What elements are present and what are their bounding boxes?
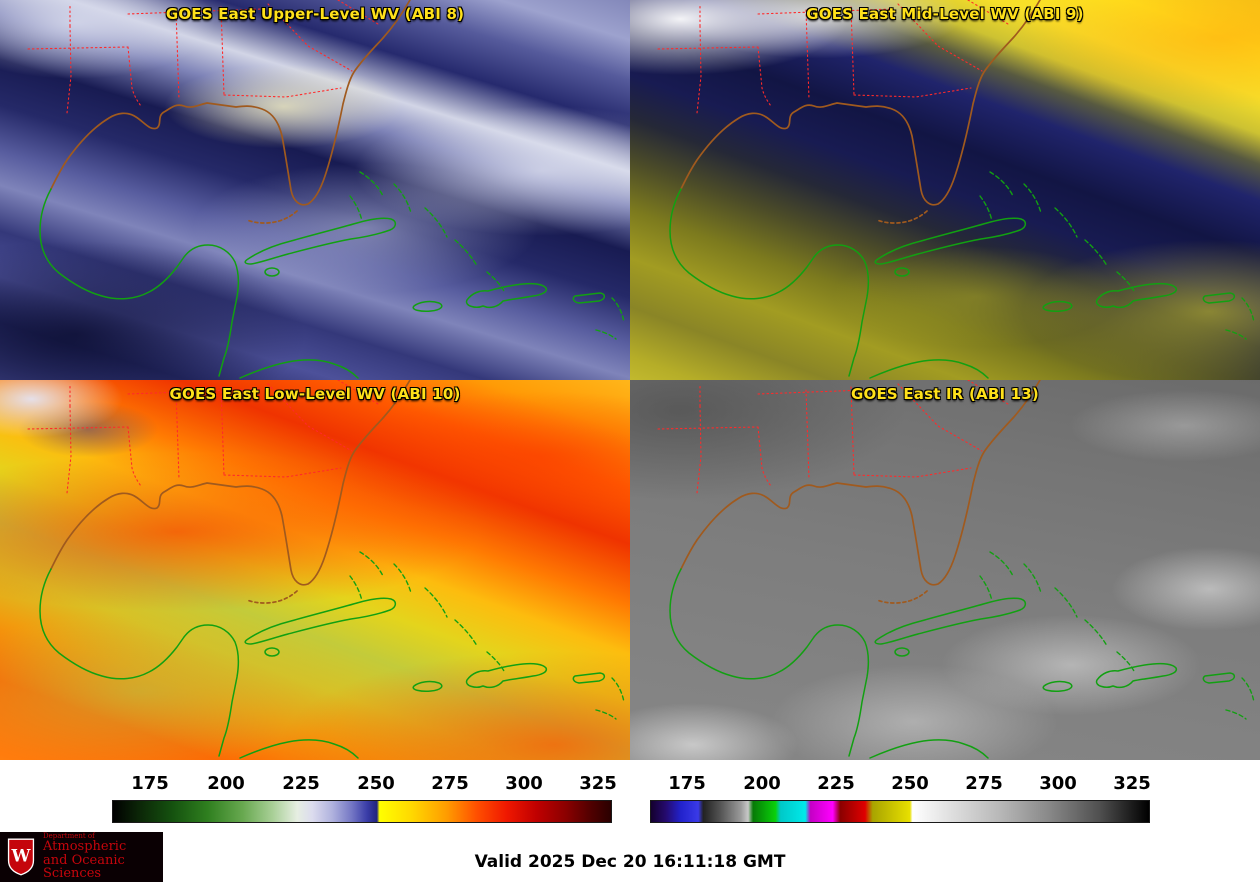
colorbar-tick-label: 175 (131, 773, 169, 794)
panel-low-level-wv: GOES East Low-Level WV (ABI 10) (0, 380, 630, 760)
colorbar-tick-label: 225 (282, 773, 320, 794)
colorbar-section: 175 200 225 250 275 300 325 175 200 225 … (0, 760, 1260, 832)
satellite-image-abi10 (0, 380, 630, 760)
ir-colorbar-ticks: 175 200 225 250 275 300 325 (650, 773, 1151, 795)
wv-colorbar-gradient (112, 800, 612, 823)
panel-title-abi9: GOES East Mid-Level WV (ABI 9) (806, 5, 1084, 23)
colorbar-tick-label: 275 (431, 773, 469, 794)
panel-mid-level-wv: GOES East Mid-Level WV (ABI 9) (630, 0, 1260, 380)
logo-name-line2: and Oceanic Sciences (43, 852, 125, 882)
map-boundaries-overlay (657, 0, 1255, 379)
ir-colorbar-gradient (650, 800, 1150, 823)
panel-upper-level-wv: GOES East Upper-Level WV (ABI 8) (0, 0, 630, 380)
colorbar-tick-label: 300 (505, 773, 543, 794)
satellite-image-abi8 (0, 0, 630, 380)
crest-letter: W (11, 845, 32, 865)
valid-time-label: Valid 2025 Dec 20 16:11:18 GMT (474, 852, 786, 872)
wv-colorbar-ticks: 175 200 225 250 275 300 325 (112, 773, 617, 795)
panel-ir: GOES East IR (ABI 13) (630, 380, 1260, 760)
colorbar-tick-label: 325 (579, 773, 617, 794)
colorbar-tick-label: 225 (817, 773, 855, 794)
satellite-image-abi9 (630, 0, 1260, 380)
colorbar-tick-label: 200 (743, 773, 781, 794)
map-boundaries-overlay (657, 380, 1255, 759)
map-boundaries-overlay (27, 380, 625, 759)
colorbar-tick-label: 275 (965, 773, 1003, 794)
footer: W Department of Atmospheric and Oceanic … (0, 832, 1260, 882)
logo-text: Department of Atmospheric and Oceanic Sc… (43, 831, 163, 882)
colorbar-tick-label: 250 (357, 773, 395, 794)
uw-crest-icon: W (7, 838, 35, 876)
panel-title-abi8: GOES East Upper-Level WV (ABI 8) (165, 5, 465, 23)
colorbar-tick-label: 175 (668, 773, 706, 794)
ir-colorbar: 175 200 225 250 275 300 325 (650, 773, 1151, 827)
wv-colorbar: 175 200 225 250 275 300 325 (112, 773, 617, 827)
colorbar-tick-label: 300 (1039, 773, 1077, 794)
map-boundaries-overlay (27, 0, 625, 379)
colorbar-tick-label: 200 (207, 773, 245, 794)
panel-title-abi13: GOES East IR (ABI 13) (850, 385, 1039, 403)
logo-dept-label: Department of (43, 831, 95, 840)
colorbar-tick-label: 325 (1113, 773, 1151, 794)
panel-grid: GOES East Upper-Level WV (ABI 8) GOES Ea… (0, 0, 1260, 760)
panel-title-abi10: GOES East Low-Level WV (ABI 10) (169, 385, 461, 403)
logo-name-line1: Atmospheric (43, 839, 127, 855)
colorbar-tick-label: 250 (891, 773, 929, 794)
satellite-image-abi13 (630, 380, 1260, 760)
uw-aos-logo: W Department of Atmospheric and Oceanic … (0, 832, 163, 882)
